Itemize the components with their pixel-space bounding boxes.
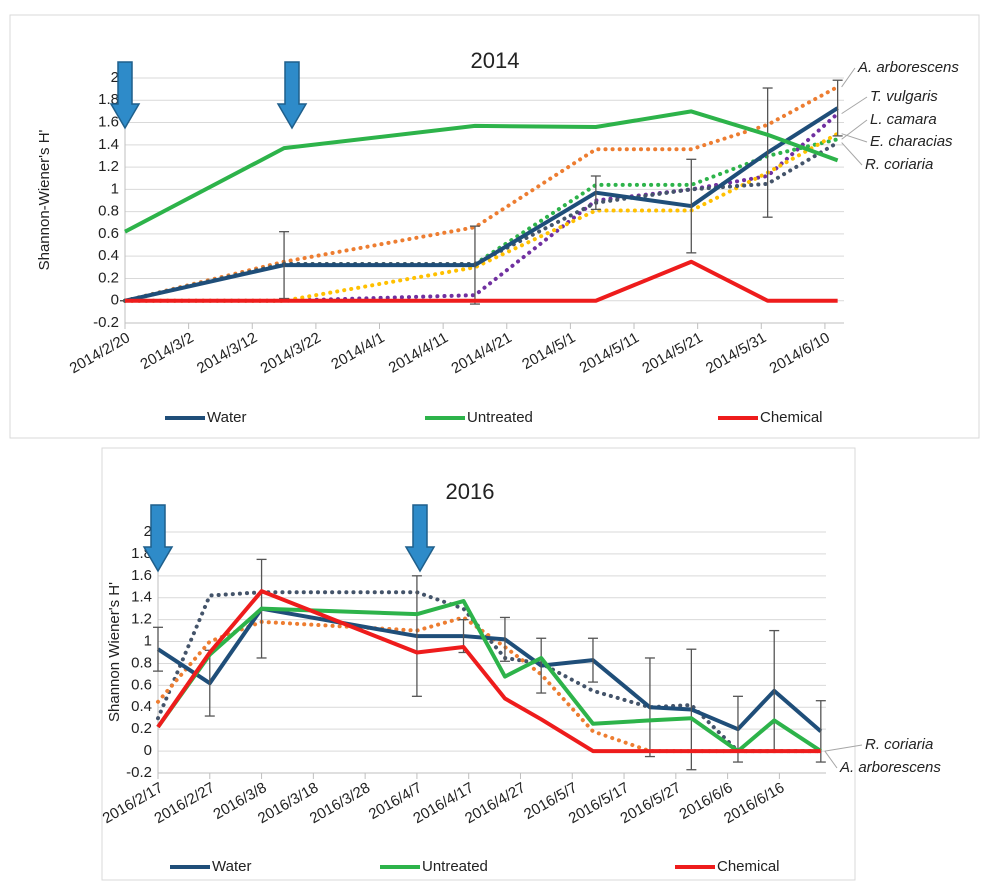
series-end-label: T. vulgaris [870,88,938,105]
series-line [124,109,839,234]
y-tick-label: 1.6 [98,114,119,131]
chart-title: 2016 [446,479,495,504]
series-end-label: A. arborescens [839,759,941,776]
treatment-arrow [404,504,436,573]
series-end-label: R. coriaria [865,156,933,173]
chart-frame [9,14,980,439]
y-tick-label: -0.2 [93,314,119,331]
legend-label: Untreated [422,858,488,875]
y-tick-label: 1.4 [98,136,119,153]
error-bar [499,616,510,662]
y-tick-label: -0.2 [126,764,152,781]
legend-label: Untreated [467,409,533,426]
y-tick-label: 0.4 [98,247,119,264]
error-bar [587,637,598,683]
error-bar [279,231,290,300]
treatment-arrow [109,61,141,130]
error-bar [469,225,480,305]
y-tick-label: 1 [144,633,152,650]
series-end-label: R. coriaria [865,736,933,753]
label-leader [824,744,863,752]
label-leader [841,67,856,88]
y-tick-label: 2 [111,69,119,86]
series-end-label: A. arborescens [857,59,959,76]
y-tick-label: 1 [111,180,119,197]
error-bar [686,158,697,254]
legend-label: Water [207,409,246,426]
y-tick-label: 0.2 [98,269,119,286]
legend-label: Chemical [717,858,780,875]
y-tick-label: 0.8 [98,203,119,220]
y-tick-label: 1.2 [131,611,152,628]
series-end-label: L. camara [870,111,937,128]
y-axis-title: Shannon-Wiener's H' [36,129,53,270]
y-tick-label: 1.4 [131,589,152,606]
y-tick-label: 0.4 [131,698,152,715]
error-bar [832,79,843,137]
y-tick-label: 1.6 [131,567,152,584]
chart-title: 2014 [471,48,520,73]
treatment-arrow [276,61,308,130]
error-bar [411,575,422,697]
y-tick-label: 1.2 [98,158,119,175]
y-tick-label: 2 [144,523,152,540]
y-tick-label: 0 [111,292,119,309]
error-bar [536,637,547,694]
legend-label: Chemical [760,409,823,426]
label-leader [841,96,868,115]
treatment-arrow [142,504,174,573]
y-tick-label: 0 [144,742,152,759]
y-tick-label: 0.6 [98,225,119,242]
y-tick-label: 0.8 [131,654,152,671]
error-bar [590,175,601,211]
y-tick-label: 0.2 [131,720,152,737]
y-tick-label: 0.6 [131,676,152,693]
label-leader [841,119,868,140]
series-end-label: E. characias [870,133,953,150]
series-line [125,259,838,303]
error-bar [644,657,655,758]
label-leader [841,133,868,143]
series-line [156,589,821,754]
error-bar [153,626,163,672]
error-bar [762,87,773,218]
label-leader [841,142,863,166]
legend-label: Water [212,858,251,875]
y-axis-title: Shannon Wiener's H' [106,582,123,722]
label-leader [824,750,838,769]
